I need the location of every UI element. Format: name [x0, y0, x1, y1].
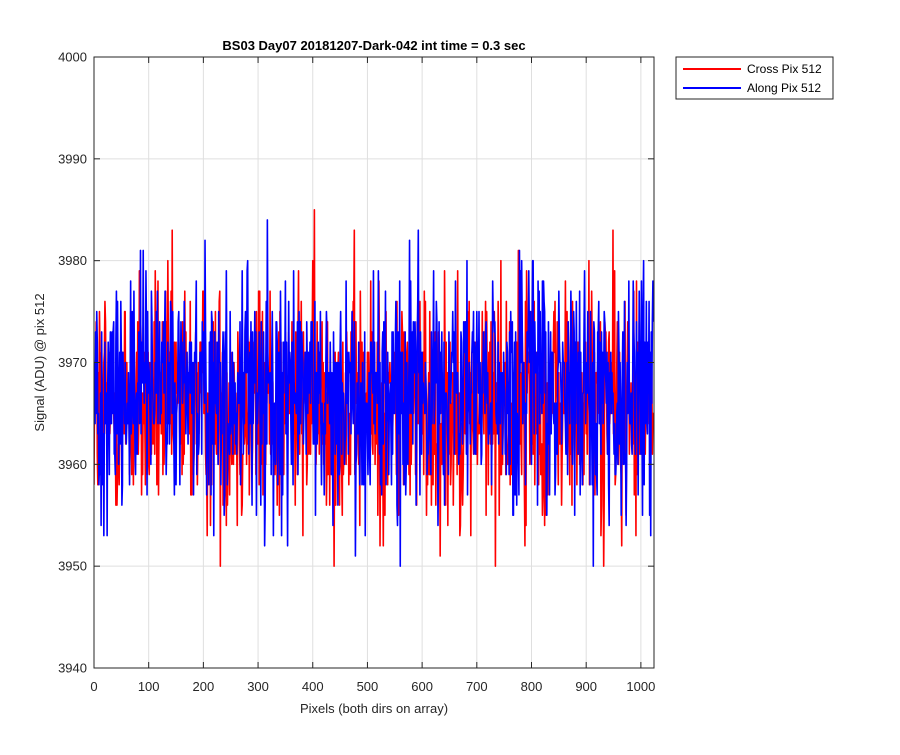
x-tick-labels: 0 100 200 300 400 500 600 700 800 900 1000: [90, 679, 655, 694]
x-axis-label: Pixels (both dirs on array): [300, 701, 448, 716]
legend-label-cross: Cross Pix 512: [747, 62, 822, 76]
x-tick-label: 800: [521, 679, 543, 694]
y-tick-label: 4000: [58, 50, 87, 65]
series-layer: [94, 208, 654, 567]
x-tick-label: 900: [575, 679, 597, 694]
x-tick-label: 100: [138, 679, 160, 694]
y-tick-labels: 3940 3950 3960 3970 3980 3990 4000: [58, 50, 87, 676]
y-tick-label: 3940: [58, 661, 87, 676]
legend-box: [675, 56, 834, 100]
x-tick-label: 0: [90, 679, 97, 694]
y-axis-label: Signal (ADU) @ pix 512: [32, 293, 47, 431]
legend: Cross Pix 512 Along Pix 512: [675, 56, 834, 100]
y-tick-label: 3950: [58, 559, 87, 574]
x-tick-label: 1000: [626, 679, 655, 694]
y-tick-label: 3960: [58, 457, 87, 472]
x-tick-label: 400: [302, 679, 324, 694]
chart-title: BS03 Day07 20181207-Dark-042 int time = …: [222, 38, 525, 53]
x-tick-label: 500: [357, 679, 379, 694]
x-tick-label: 300: [247, 679, 269, 694]
y-tick-label: 3980: [58, 253, 87, 268]
x-tick-label: 200: [193, 679, 215, 694]
y-tick-label: 3970: [58, 355, 87, 370]
x-tick-label: 600: [411, 679, 433, 694]
y-tick-label: 3990: [58, 151, 87, 166]
x-tick-label: 700: [466, 679, 488, 694]
tick-marks: [93, 56, 654, 669]
series-line-along: [94, 219, 654, 567]
legend-label-along: Along Pix 512: [747, 81, 821, 95]
